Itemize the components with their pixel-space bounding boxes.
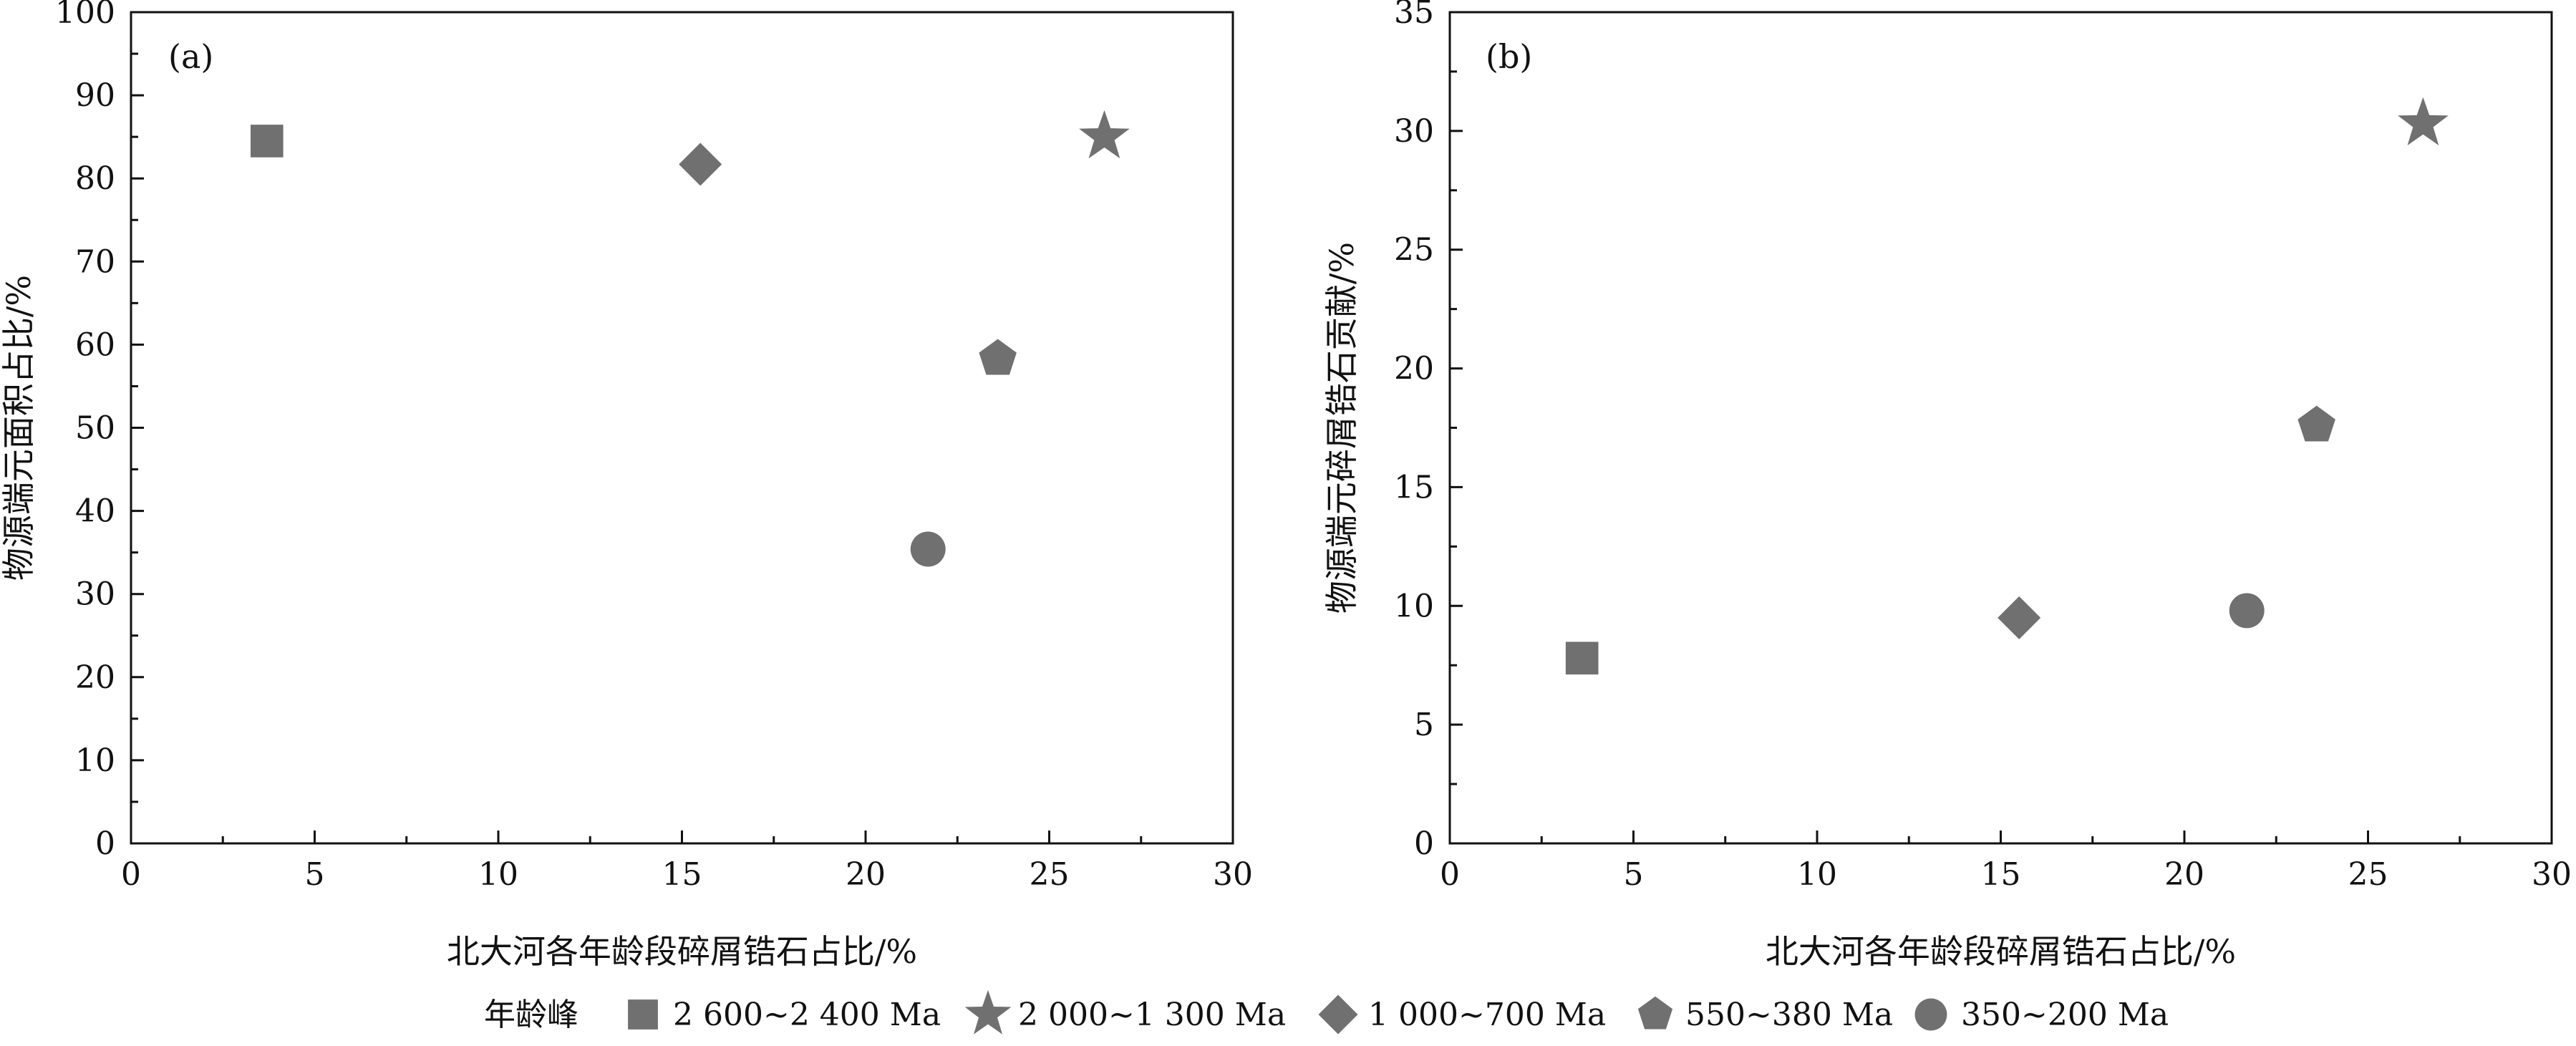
x-tick-label: 5 bbox=[305, 856, 325, 893]
y-tick-label: 10 bbox=[1394, 588, 1434, 624]
x-tick-label: 10 bbox=[478, 856, 518, 893]
y-tick-label: 15 bbox=[1394, 469, 1434, 505]
x-axis-label: 北大河各年龄段碎屑锆石占比/% bbox=[447, 932, 917, 971]
y-tick-label: 20 bbox=[1394, 351, 1434, 387]
x-tick-label: 20 bbox=[846, 856, 886, 893]
legend-label: 550~380 Ma bbox=[1685, 997, 1893, 1033]
legend-label: 2 000~1 300 Ma bbox=[1018, 997, 1286, 1033]
data-point bbox=[1565, 641, 1599, 675]
legend-label: 1 000~700 Ma bbox=[1368, 997, 1606, 1033]
y-tick-label: 10 bbox=[75, 742, 115, 779]
data-point bbox=[2398, 97, 2449, 145]
y-tick-label: 100 bbox=[55, 0, 115, 31]
x-tick-label: 10 bbox=[1797, 856, 1837, 893]
legend: 年龄峰 2 600~2 400 Ma 2 000~1 300 Ma 1 000~700… bbox=[484, 989, 2169, 1035]
legend-marker bbox=[1914, 998, 1947, 1031]
data-point bbox=[910, 531, 946, 567]
x-axis-label: 北大河各年龄段碎屑锆石占比/% bbox=[1766, 932, 2236, 971]
plot-frame bbox=[130, 11, 1234, 845]
data-point bbox=[979, 339, 1017, 375]
legend-marker bbox=[1637, 996, 1673, 1030]
y-tick-label: 5 bbox=[1414, 707, 1434, 743]
legend-label: 2 600~2 400 Ma bbox=[673, 997, 941, 1033]
y-tick-label: 60 bbox=[75, 326, 115, 363]
x-tick-label: 25 bbox=[2348, 856, 2388, 893]
y-tick-label: 0 bbox=[1414, 825, 1434, 862]
x-tick-label: 20 bbox=[2164, 856, 2204, 893]
data-point bbox=[251, 125, 284, 158]
x-tick-label: 0 bbox=[121, 856, 141, 893]
data-point bbox=[2297, 405, 2335, 442]
x-tick-label: 25 bbox=[1030, 856, 1070, 893]
y-tick-label: 90 bbox=[75, 77, 115, 114]
data-point bbox=[679, 142, 722, 186]
y-tick-label: 35 bbox=[1394, 0, 1434, 31]
y-tick-label: 30 bbox=[1394, 113, 1434, 150]
x-tick-label: 15 bbox=[662, 856, 702, 893]
y-tick-label: 30 bbox=[75, 576, 115, 613]
legend-title: 年龄峰 bbox=[484, 997, 578, 1033]
x-tick-label: 15 bbox=[1981, 856, 2021, 893]
y-tick-label: 70 bbox=[75, 243, 115, 280]
data-point bbox=[2229, 593, 2265, 629]
panel-label: (a) bbox=[168, 37, 213, 76]
y-axis-label: 物源端元面积占比/% bbox=[0, 275, 38, 581]
panel-label: (b) bbox=[1486, 37, 1532, 76]
y-tick-label: 0 bbox=[95, 825, 115, 862]
y-tick-label: 25 bbox=[1394, 232, 1434, 268]
y-tick-label: 20 bbox=[75, 659, 115, 696]
legend-marker bbox=[628, 999, 658, 1030]
data-point bbox=[1998, 596, 2041, 639]
panel-a: 0 5 10 15 20 25 30 0 10 20 30 40 50 60 70 80 90 100 (a) 北大河… bbox=[0, 0, 1253, 971]
x-tick-label: 30 bbox=[1213, 856, 1253, 893]
plot-frame bbox=[1448, 11, 2553, 845]
x-tick-label: 5 bbox=[1624, 856, 1644, 893]
panel-b: 0 5 10 15 20 25 30 0 5 10 15 20 25 30 35 (b) 北大河各年龄段碎屑锆石… bbox=[1322, 0, 2572, 971]
x-tick-label: 0 bbox=[1440, 856, 1460, 893]
x-tick-label: 30 bbox=[2532, 856, 2572, 893]
legend-marker bbox=[964, 989, 1012, 1035]
data-point bbox=[1079, 110, 1130, 159]
y-tick-label: 50 bbox=[75, 410, 115, 447]
y-tick-label: 80 bbox=[75, 160, 115, 197]
y-tick-label: 40 bbox=[75, 493, 115, 530]
legend-label: 350~200 Ma bbox=[1961, 997, 2169, 1033]
y-axis-label: 物源端元碎屑锆石贡献/% bbox=[1322, 242, 1361, 614]
legend-marker bbox=[1318, 994, 1358, 1035]
